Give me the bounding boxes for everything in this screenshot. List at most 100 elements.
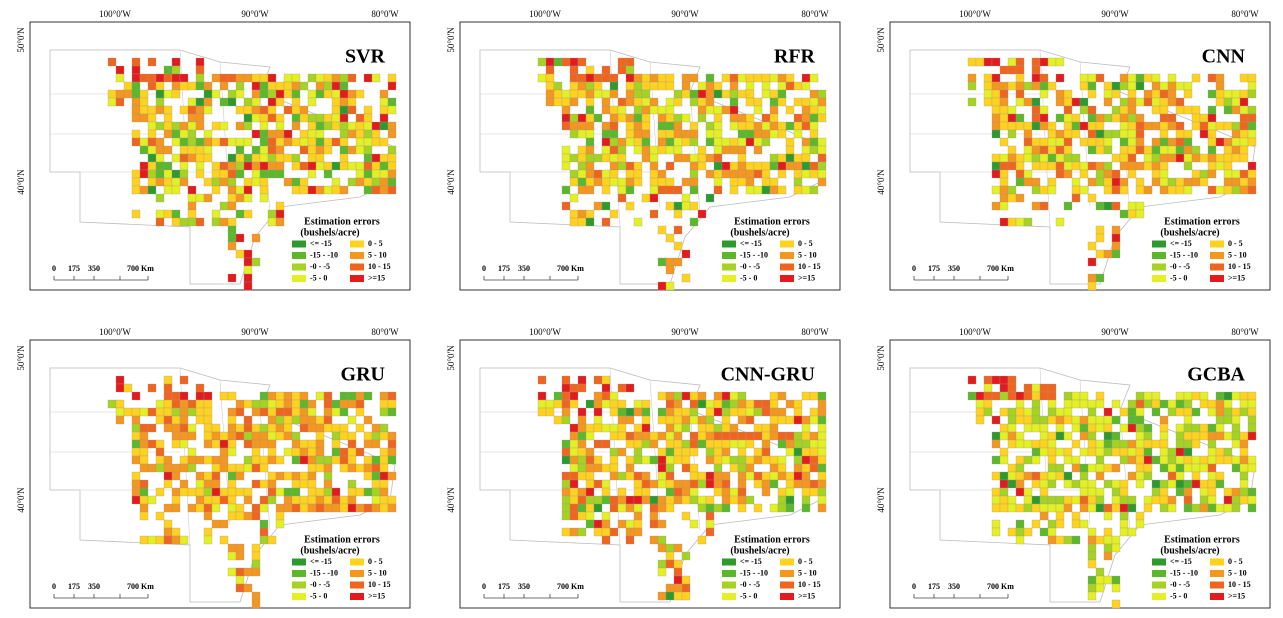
county-cell <box>308 424 316 432</box>
county-cell <box>1232 186 1240 194</box>
county-cell <box>348 130 356 138</box>
county-cell <box>300 178 308 186</box>
county-cell <box>730 122 738 130</box>
legend-swatch <box>780 275 794 282</box>
county-cell <box>714 392 722 400</box>
county-cell <box>1072 496 1080 504</box>
county-cell <box>172 186 180 194</box>
county-cell <box>188 448 196 456</box>
county-cell <box>1224 98 1232 106</box>
county-cell <box>172 432 180 440</box>
legend-label: -15 - -10 <box>740 250 768 259</box>
county-cell <box>786 496 794 504</box>
county-cell <box>586 162 594 170</box>
legend-subtitle: (bushels/acre) <box>300 545 359 556</box>
county-cell <box>754 456 762 464</box>
county-cell <box>180 154 188 162</box>
county-cell <box>148 106 156 114</box>
county-cell <box>602 170 610 178</box>
county-cell <box>578 218 586 226</box>
county-cell <box>1168 82 1176 90</box>
county-cell <box>746 496 754 504</box>
county-cell <box>674 488 682 496</box>
county-cell <box>570 74 578 82</box>
county-cell <box>746 416 754 424</box>
county-cell <box>1072 194 1080 202</box>
county-cell <box>610 408 618 416</box>
county-cell <box>1008 194 1016 202</box>
county-cell <box>562 496 570 504</box>
county-cell <box>356 114 364 122</box>
county-cell <box>1144 400 1152 408</box>
county-cell <box>642 130 650 138</box>
county-cell <box>626 114 634 122</box>
county-cell <box>976 416 984 424</box>
county-cell <box>324 74 332 82</box>
county-cell <box>1200 464 1208 472</box>
county-cell <box>770 114 778 122</box>
county-cell <box>1192 456 1200 464</box>
county-cell <box>770 400 778 408</box>
county-cell <box>714 106 722 114</box>
county-cell <box>778 440 786 448</box>
county-cell <box>172 210 180 218</box>
county-cell <box>714 138 722 146</box>
county-cell <box>1000 106 1008 114</box>
county-cell <box>364 146 372 154</box>
county-cell <box>746 408 754 416</box>
county-cell <box>1240 496 1248 504</box>
county-cell <box>284 106 292 114</box>
county-cell <box>666 282 674 290</box>
county-cell <box>1152 122 1160 130</box>
county-cell <box>738 122 746 130</box>
scale-label: 0 <box>912 582 916 591</box>
county-cell <box>348 162 356 170</box>
county-cell <box>714 90 722 98</box>
county-cell <box>1056 90 1064 98</box>
county-cell <box>316 432 324 440</box>
county-cell <box>244 106 252 114</box>
county-cell <box>698 154 706 162</box>
county-cell <box>244 512 252 520</box>
county-cell <box>180 178 188 186</box>
county-cell <box>1080 122 1088 130</box>
county-cell <box>1184 408 1192 416</box>
county-cell <box>252 600 260 608</box>
county-cell <box>364 432 372 440</box>
county-cell <box>1008 82 1016 90</box>
county-cell <box>1208 440 1216 448</box>
legend-swatch <box>780 264 794 271</box>
county-cell <box>802 488 810 496</box>
county-cell <box>626 122 634 130</box>
county-cell <box>1160 504 1168 512</box>
county-cell <box>172 408 180 416</box>
county-cell <box>1008 58 1016 66</box>
county-cell <box>1176 472 1184 480</box>
legend-label: >=15 <box>368 591 385 600</box>
county-cell <box>180 82 188 90</box>
county-cell <box>666 162 674 170</box>
county-cell <box>1040 58 1048 66</box>
county-cell <box>1136 456 1144 464</box>
county-cell <box>1008 376 1016 384</box>
county-cell <box>1064 98 1072 106</box>
county-cell <box>204 408 212 416</box>
county-cell <box>292 416 300 424</box>
county-cell <box>188 138 196 146</box>
county-cell <box>180 536 188 544</box>
county-cell <box>738 114 746 122</box>
county-cell <box>1064 392 1072 400</box>
county-cell <box>1032 456 1040 464</box>
county-cell <box>730 488 738 496</box>
county-cell <box>602 146 610 154</box>
county-cell <box>666 122 674 130</box>
county-cell <box>650 106 658 114</box>
county-cell <box>1248 114 1256 122</box>
county-cell <box>626 82 634 90</box>
county-cell <box>706 528 714 536</box>
county-cell <box>196 106 204 114</box>
county-cell <box>602 202 610 210</box>
county-cell <box>236 146 244 154</box>
county-cell <box>754 74 762 82</box>
county-cell <box>594 114 602 122</box>
